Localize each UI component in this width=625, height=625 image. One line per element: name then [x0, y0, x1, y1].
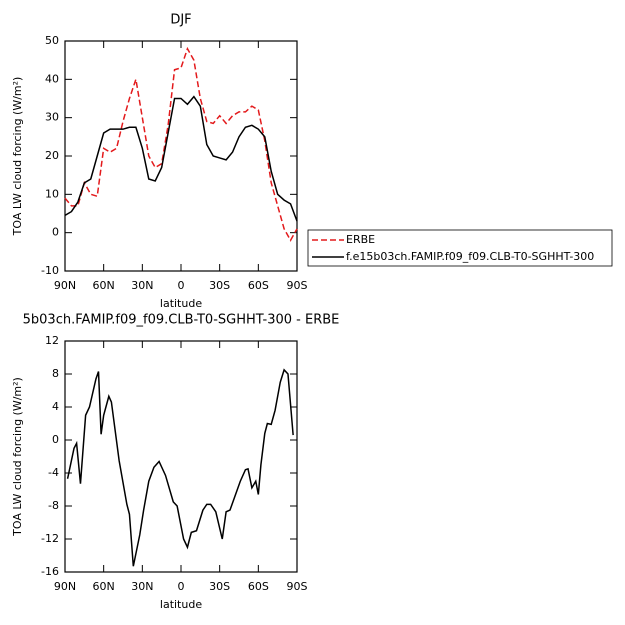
x-tick-label: 60S	[248, 580, 269, 593]
x-tick-label: 30S	[209, 279, 230, 292]
y-axis-label: TOA LW cloud forcing (W/m²)	[11, 377, 24, 537]
x-tick-label: 30N	[131, 580, 153, 593]
plot-frame	[64, 40, 298, 272]
y-tick-label: -4	[48, 466, 59, 479]
x-tick-label: 90S	[287, 580, 308, 593]
x-axis-label: latitude	[160, 297, 202, 310]
x-tick-label: 30S	[209, 580, 230, 593]
y-tick-label: 8	[52, 367, 59, 380]
y-tick-label: 30	[45, 111, 59, 124]
y-tick-label: 4	[52, 400, 59, 413]
y-tick-label: -10	[41, 264, 59, 277]
series-line	[64, 46, 298, 242]
x-tick-label: 60S	[248, 279, 269, 292]
x-tick-label: 60N	[93, 279, 115, 292]
y-axis-label: TOA LW cloud forcing (W/m²)	[11, 77, 24, 237]
chart-title: 5b03ch.FAMIP.f09_f09.CLB-T0-SGHHT-300 - …	[23, 313, 340, 328]
y-tick-label: 0	[52, 433, 59, 446]
x-tick-label: 30N	[131, 279, 153, 292]
x-tick-label: 60N	[93, 580, 115, 593]
x-tick-label: 90N	[54, 580, 76, 593]
y-tick-label: 20	[45, 149, 59, 162]
y-tick-label: 0	[52, 226, 59, 239]
series-line	[64, 95, 298, 222]
y-tick-label: 50	[45, 34, 59, 47]
y-tick-label: -12	[41, 532, 59, 545]
legend-label: f.e15b03ch.FAMIP.f09_f09.CLB-T0-SGHHT-30…	[346, 250, 594, 263]
chart-title: DJF	[170, 13, 191, 28]
y-tick-label: -16	[41, 565, 59, 578]
x-axis-label: latitude	[160, 598, 202, 611]
y-tick-label: 12	[45, 334, 59, 347]
y-tick-label: 10	[45, 187, 59, 200]
x-tick-label: 90S	[287, 279, 308, 292]
x-tick-label: 0	[178, 580, 185, 593]
series-line	[66, 368, 294, 567]
y-tick-label: -8	[48, 499, 59, 512]
legend-label: ERBE	[346, 233, 375, 246]
legend-box	[307, 229, 613, 267]
y-tick-label: 40	[45, 72, 59, 85]
x-tick-label: 0	[178, 279, 185, 292]
x-tick-label: 90N	[54, 279, 76, 292]
